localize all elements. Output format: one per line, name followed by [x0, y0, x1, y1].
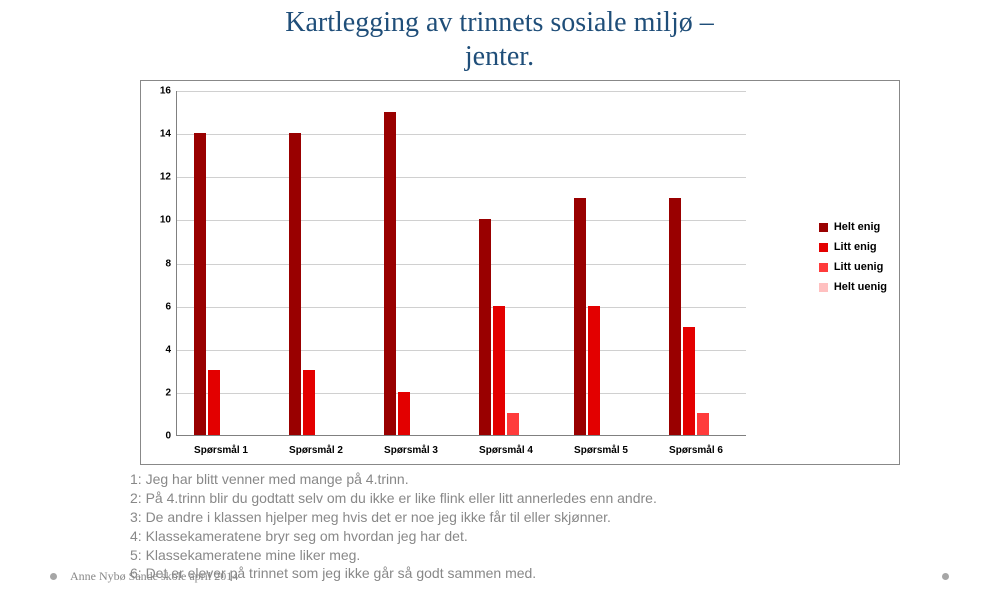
gridline: [177, 220, 746, 221]
legend-label: Helt enig: [834, 221, 880, 233]
y-tick-label: 8: [149, 258, 171, 269]
question-list: 1: Jeg har blitt venner med mange på 4.t…: [130, 470, 657, 583]
legend-item: Litt uenig: [819, 261, 887, 273]
legend-label: Litt enig: [834, 241, 877, 253]
chart-container: 0 2 4 6 8 10 12 14 16 Spørsmål 1 Spørsmål 2 Spørsm…: [140, 80, 900, 465]
bar: [493, 306, 505, 435]
gridline: [177, 264, 746, 265]
bar: [194, 133, 206, 435]
gridline: [177, 177, 746, 178]
y-tick-label: 0: [149, 431, 171, 442]
legend-item: Helt enig: [819, 221, 887, 233]
bar: [683, 327, 695, 435]
decorative-bullet-right: [942, 573, 949, 580]
bar: [574, 198, 586, 435]
legend-item: Helt uenig: [819, 281, 887, 293]
legend-swatch: [819, 223, 828, 232]
bar: [289, 133, 301, 435]
y-tick-label: 14: [149, 129, 171, 140]
gridline: [177, 134, 746, 135]
bar: [669, 198, 681, 435]
gridline: [177, 350, 746, 351]
legend-swatch: [819, 263, 828, 272]
y-tick-label: 4: [149, 344, 171, 355]
chart-legend: Helt enig Litt enig Litt uenig Helt uenig: [819, 221, 887, 301]
bar: [398, 392, 410, 435]
legend-label: Helt uenig: [834, 281, 887, 293]
bar: [479, 219, 491, 435]
x-tick-label: Spørsmål 1: [194, 445, 248, 456]
gridline: [177, 393, 746, 394]
y-tick-label: 10: [149, 215, 171, 226]
y-tick-label: 12: [149, 172, 171, 183]
legend-label: Litt uenig: [834, 261, 884, 273]
plot-area: [176, 91, 746, 436]
bar: [303, 370, 315, 435]
decorative-bullet-left: [50, 573, 57, 580]
bar: [208, 370, 220, 435]
x-tick-label: Spørsmål 4: [479, 445, 533, 456]
question-4: 4: Klassekameratene bryr seg om hvordan …: [130, 527, 657, 546]
gridline: [177, 307, 746, 308]
bar: [697, 413, 709, 435]
gridline: [177, 91, 746, 92]
legend-item: Litt enig: [819, 241, 887, 253]
bar: [507, 413, 519, 435]
bar: [384, 112, 396, 435]
y-tick-label: 16: [149, 86, 171, 97]
bar: [588, 306, 600, 435]
title-line-1: Kartlegging av trinnets sosiale miljø –: [0, 6, 999, 40]
x-tick-label: Spørsmål 3: [384, 445, 438, 456]
y-tick-label: 2: [149, 387, 171, 398]
chart-title: Kartlegging av trinnets sosiale miljø – …: [0, 0, 999, 73]
question-3: 3: De andre i klassen hjelper meg hvis d…: [130, 508, 657, 527]
y-tick-label: 6: [149, 301, 171, 312]
x-tick-label: Spørsmål 6: [669, 445, 723, 456]
question-5: 5: Klassekameratene mine liker meg.: [130, 546, 657, 565]
title-line-2: jenter.: [0, 40, 999, 74]
x-tick-label: Spørsmål 2: [289, 445, 343, 456]
legend-swatch: [819, 283, 828, 292]
footer-text: Anne Nybø Sande skole april 2014: [70, 569, 238, 584]
x-tick-label: Spørsmål 5: [574, 445, 628, 456]
legend-swatch: [819, 243, 828, 252]
question-2: 2: På 4.trinn blir du godtatt selv om du…: [130, 489, 657, 508]
question-1: 1: Jeg har blitt venner med mange på 4.t…: [130, 470, 657, 489]
